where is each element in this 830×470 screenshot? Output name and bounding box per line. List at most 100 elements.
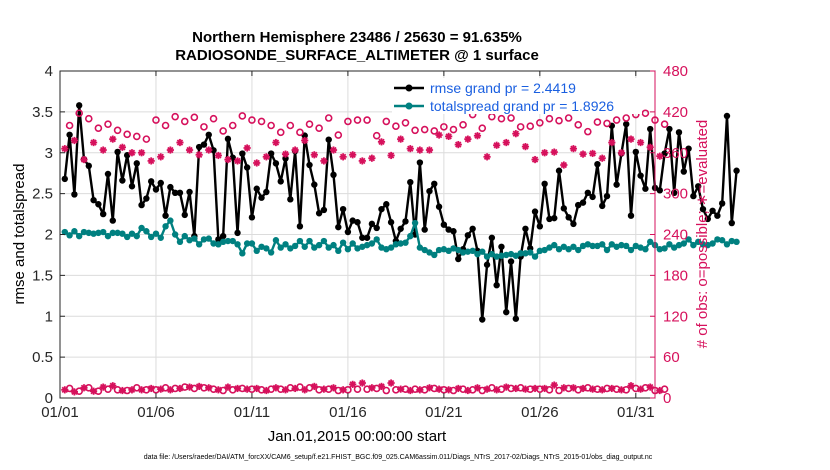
legend-rmse-marker [405, 84, 413, 92]
data-point-totalspread-grand-pr-1-8926 [200, 236, 208, 243]
data-point-rmse-grand-pr-2-4419 [258, 194, 265, 201]
data-point-rmse-grand-pr-2-4419 [152, 186, 160, 193]
data-point-evaluated [243, 144, 251, 152]
data-point-totalspread-grand-pr-1-8926 [493, 253, 500, 260]
data-point-rmse-grand-pr-2-4419 [402, 218, 409, 225]
data-point-rmse-grand-pr-2-4419 [541, 180, 548, 188]
data-point-possible [574, 121, 583, 129]
data-point-possible [622, 114, 631, 122]
data-point-rmse-grand-pr-2-4419 [493, 281, 500, 289]
data-point-totalspread-grand-pr-1-8926 [373, 236, 380, 243]
data-point-evaluated [358, 157, 366, 165]
data-point-evaluated-low [147, 384, 155, 393]
data-point-evaluated [473, 132, 482, 140]
y-left-tick-label: 3.5 [32, 104, 53, 121]
data-point-totalspread-grand-pr-1-8926 [90, 230, 97, 237]
data-point-rmse-grand-pr-2-4419 [450, 228, 457, 235]
data-point-rmse-grand-pr-2-4419 [171, 189, 179, 197]
data-point-evaluated-low [464, 386, 472, 395]
data-point-rmse-grand-pr-2-4419 [143, 195, 150, 202]
data-point-evaluated-low [176, 384, 184, 393]
data-point-totalspread-grand-pr-1-8926 [407, 232, 414, 240]
y-right-tick-label: 180 [663, 267, 688, 284]
data-point-totalspread-grand-pr-1-8926 [718, 237, 726, 244]
data-point-possible-low [382, 386, 391, 395]
data-point-totalspread-grand-pr-1-8926 [138, 224, 145, 232]
data-point-possible [142, 135, 151, 143]
data-point-possible [564, 114, 573, 122]
data-point-rmse-grand-pr-2-4419 [594, 160, 601, 168]
data-point-totalspread-grand-pr-1-8926 [623, 242, 630, 250]
data-point-totalspread-grand-pr-1-8926 [282, 241, 289, 248]
data-point-possible [372, 131, 381, 140]
data-point-rmse-grand-pr-2-4419 [531, 208, 539, 215]
data-point-rmse-grand-pr-2-4419 [119, 177, 126, 184]
data-point-rmse-grand-pr-2-4419 [613, 181, 620, 188]
data-point-rmse-grand-pr-2-4419 [589, 193, 596, 201]
data-point-rmse-grand-pr-2-4419 [661, 150, 668, 157]
data-point-totalspread-grand-pr-1-8926 [296, 237, 304, 245]
data-point-rmse-grand-pr-2-4419 [637, 172, 644, 179]
data-point-evaluated [233, 157, 242, 165]
data-point-evaluated [637, 138, 645, 147]
data-point-totalspread-grand-pr-1-8926 [229, 237, 236, 245]
data-point-evaluated-low [339, 386, 347, 394]
data-point-evaluated [80, 155, 88, 164]
data-point-evaluated [185, 146, 194, 154]
data-point-totalspread-grand-pr-1-8926 [344, 246, 352, 253]
data-point-rmse-grand-pr-2-4419 [253, 185, 260, 192]
data-point-evaluated-low [349, 380, 357, 388]
data-point-totalspread-grand-pr-1-8926 [128, 230, 136, 237]
data-point-totalspread-grand-pr-1-8926 [123, 233, 131, 241]
data-point-possible [603, 119, 611, 128]
data-point-rmse-grand-pr-2-4419 [167, 183, 174, 191]
data-point-rmse-grand-pr-2-4419 [114, 148, 121, 156]
data-point-possible [459, 121, 467, 129]
data-point-evaluated-low [358, 379, 366, 387]
data-point-evaluated [128, 149, 136, 157]
data-point-rmse-grand-pr-2-4419 [555, 167, 563, 174]
data-point-possible [536, 118, 544, 127]
data-point-totalspread-grand-pr-1-8926 [536, 247, 544, 255]
data-point-rmse-grand-pr-2-4419 [551, 214, 558, 222]
data-point-evaluated-low [291, 384, 299, 393]
data-point-totalspread-grand-pr-1-8926 [205, 235, 212, 242]
data-point-evaluated [109, 135, 117, 143]
data-point-totalspread-grand-pr-1-8926 [215, 241, 222, 248]
data-point-totalspread-grand-pr-1-8926 [522, 250, 529, 257]
data-point-rmse-grand-pr-2-4419 [488, 234, 496, 241]
data-point-totalspread-grand-pr-1-8926 [167, 217, 174, 224]
data-point-evaluated [272, 138, 280, 147]
data-point-possible [344, 117, 352, 126]
y-left-tick-label: 4 [45, 63, 53, 80]
data-point-possible [276, 128, 285, 137]
data-point-rmse-grand-pr-2-4419 [219, 232, 227, 240]
data-point-evaluated [627, 135, 635, 143]
data-point-rmse-grand-pr-2-4419 [599, 202, 606, 210]
data-point-possible [305, 120, 314, 128]
data-point-evaluated [214, 151, 222, 160]
data-point-rmse-grand-pr-2-4419 [335, 223, 342, 231]
data-point-evaluated-low [406, 386, 414, 395]
data-point-totalspread-grand-pr-1-8926 [661, 245, 668, 252]
data-point-totalspread-grand-pr-1-8926 [546, 244, 553, 251]
data-point-evaluated [99, 146, 107, 154]
y-right-tick-label: 0 [663, 390, 671, 407]
data-point-totalspread-grand-pr-1-8926 [464, 248, 472, 255]
data-point-evaluated-low [445, 386, 453, 394]
data-point-rmse-grand-pr-2-4419 [560, 205, 568, 212]
data-point-evaluated [70, 136, 78, 145]
data-point-rmse-grand-pr-2-4419 [709, 207, 716, 214]
data-point-totalspread-grand-pr-1-8926 [119, 230, 126, 237]
data-point-totalspread-grand-pr-1-8926 [114, 229, 121, 237]
data-point-rmse-grand-pr-2-4419 [287, 196, 294, 203]
data-point-evaluated [464, 135, 472, 143]
data-point-evaluated-low [377, 382, 386, 391]
data-point-rmse-grand-pr-2-4419 [162, 212, 169, 219]
data-point-totalspread-grand-pr-1-8926 [387, 244, 395, 251]
data-point-possible [190, 113, 199, 122]
data-point-possible [209, 114, 218, 123]
data-point-evaluated [608, 138, 616, 147]
data-point-evaluated-low [627, 382, 635, 390]
